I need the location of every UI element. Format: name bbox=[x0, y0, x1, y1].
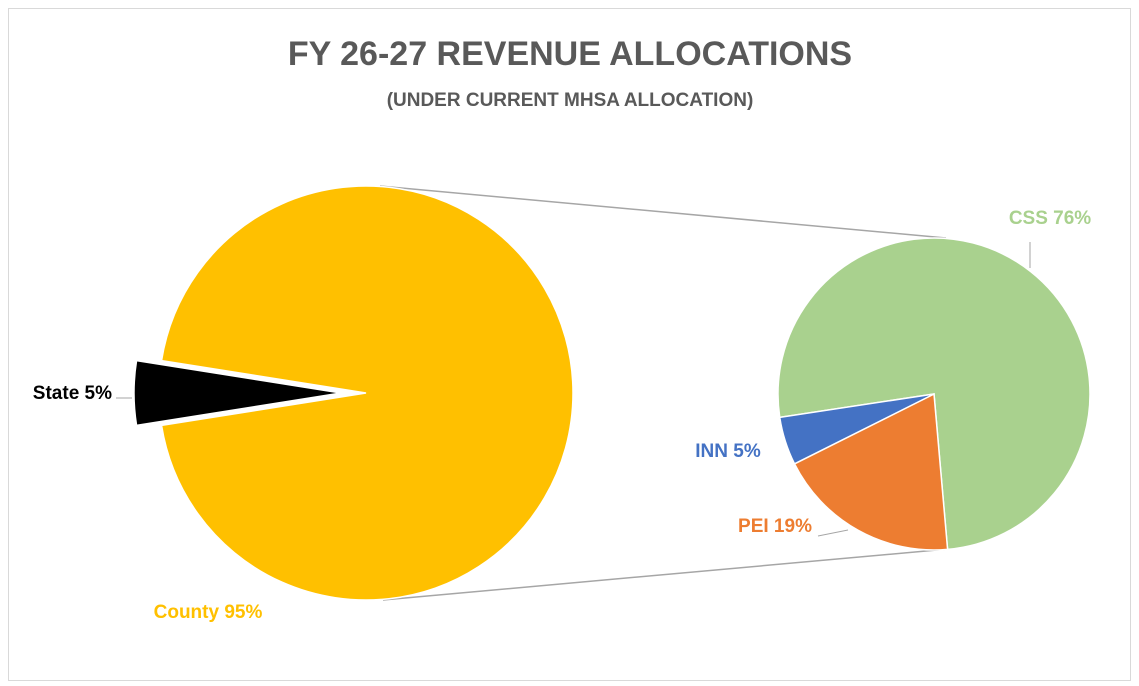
data-label: CSS 76% bbox=[1009, 208, 1091, 229]
pie-slice bbox=[133, 359, 342, 427]
connector-line bbox=[382, 548, 949, 601]
connector-line bbox=[379, 185, 947, 239]
leader-line bbox=[817, 529, 849, 537]
chart-subtitle: (UNDER CURRENT MHSA ALLOCATION) bbox=[387, 90, 754, 111]
data-label: State 5% bbox=[33, 383, 112, 404]
pie-slice bbox=[793, 392, 949, 551]
data-label: INN 5% bbox=[695, 441, 761, 462]
chart-title: FY 26-27 REVENUE ALLOCATIONS bbox=[288, 35, 852, 73]
pie-slice bbox=[778, 393, 935, 465]
data-label: County 95% bbox=[154, 602, 263, 623]
data-label: PEI 19% bbox=[738, 516, 812, 537]
pie-slice bbox=[160, 185, 574, 601]
